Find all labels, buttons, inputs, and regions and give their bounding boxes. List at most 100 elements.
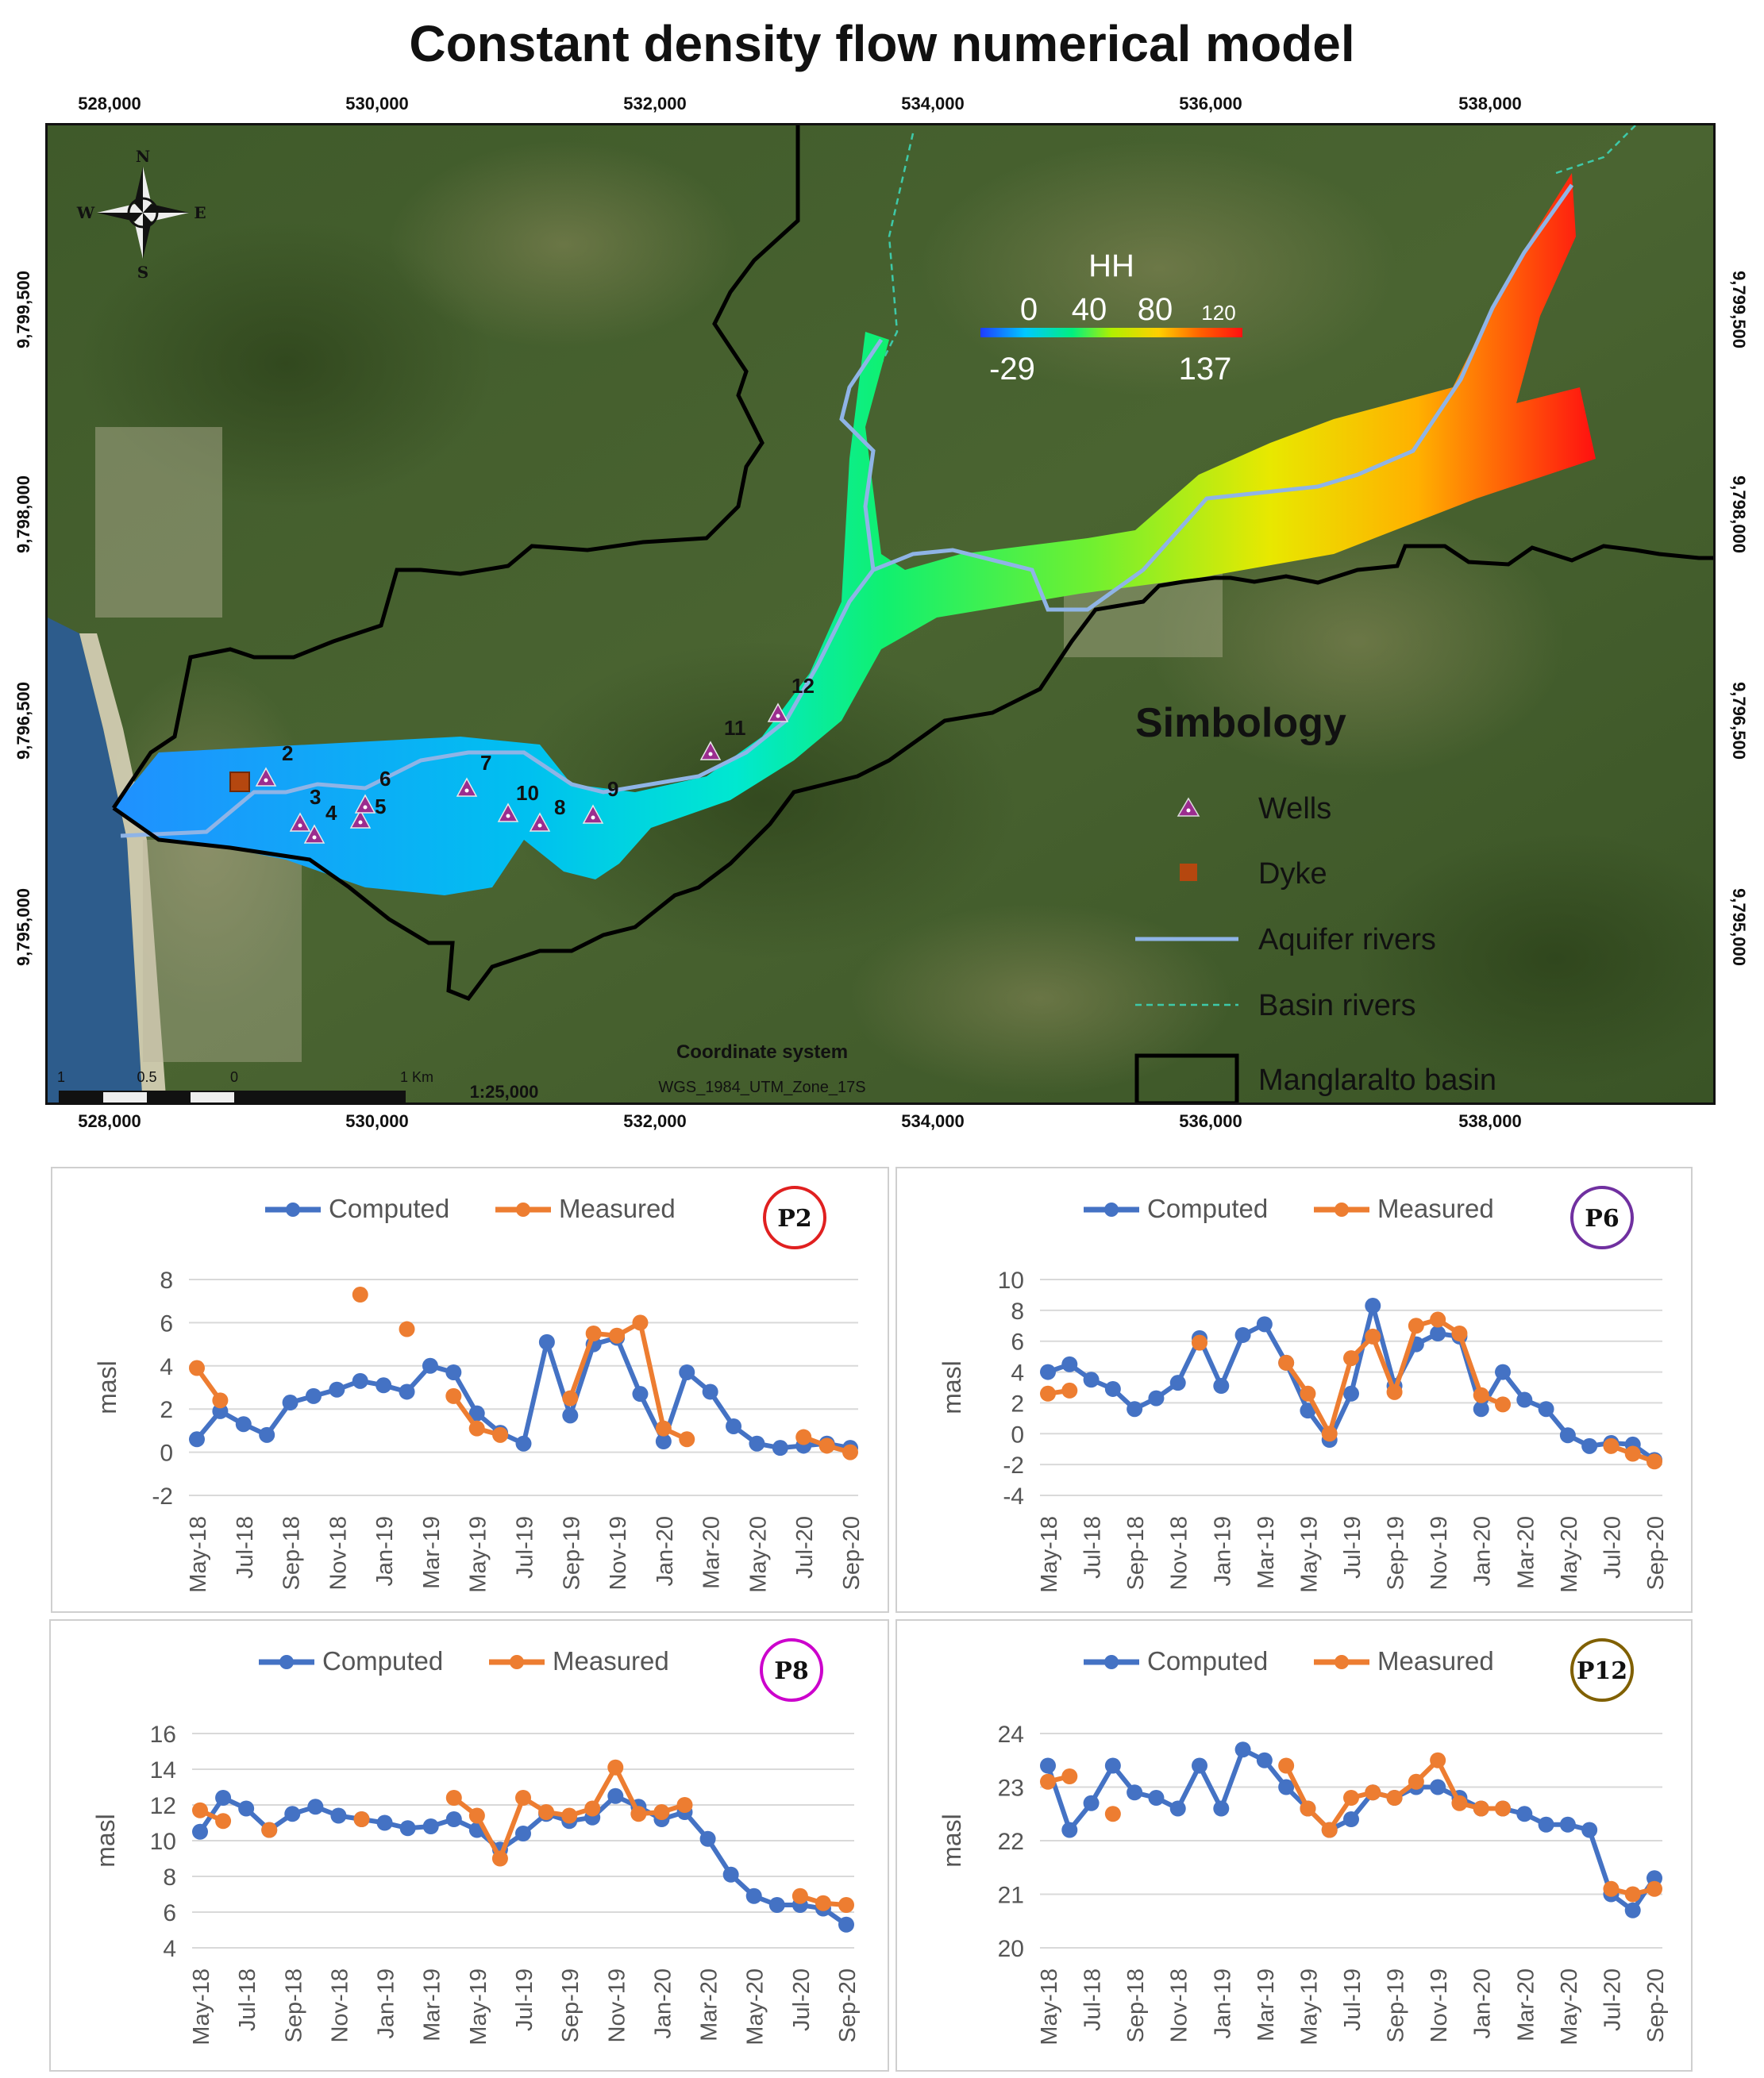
data-point-measured <box>584 1800 601 1817</box>
legend-label-computed: Computed <box>1147 1646 1268 1676</box>
map-y-tick-right: 9,798,000 <box>1729 475 1749 553</box>
well-triangle-icon <box>289 812 311 832</box>
data-point-computed <box>399 1383 415 1400</box>
y-axis-label: masl <box>938 1360 966 1414</box>
map-x-tick-top: 530,000 <box>345 94 409 114</box>
data-point-measured <box>445 1387 462 1404</box>
chart-panel-p12: Computed Measured P12 20 21 22 23 24 masl May-18 J… <box>895 1619 1693 2072</box>
series-computed <box>1040 1741 1662 1918</box>
well-label: 6 <box>379 767 391 791</box>
x-tick-label: Sep-20 <box>839 1516 865 1591</box>
data-point-computed <box>562 1407 579 1424</box>
data-point-computed <box>307 1799 324 1815</box>
data-point-measured <box>445 1790 462 1806</box>
well-label: 2 <box>282 741 293 765</box>
map-x-tick-top: 534,000 <box>901 94 965 114</box>
map-y-tick-left: 9,796,500 <box>13 682 33 760</box>
data-point-measured <box>1040 1385 1056 1402</box>
data-point-computed <box>655 1433 672 1449</box>
x-tick-label: Nov-19 <box>1427 1968 1452 2043</box>
data-point-computed <box>1365 1298 1381 1314</box>
data-point-computed <box>607 1787 624 1804</box>
data-point-computed <box>259 1426 275 1443</box>
data-point-measured <box>1451 1326 1468 1341</box>
map-x-tick-bottom: 528,000 <box>78 1111 141 1131</box>
data-point-measured <box>353 1811 370 1827</box>
data-point-computed <box>838 1916 854 1933</box>
y-tick-label: 12 <box>150 1793 176 1819</box>
data-point-computed <box>1343 1811 1359 1827</box>
data-point-measured <box>1624 1445 1641 1462</box>
well-marker: 4 <box>303 801 337 844</box>
x-tick-label: Mar-19 <box>419 1516 445 1589</box>
map-x-tick-bottom: 530,000 <box>345 1111 409 1131</box>
data-point-computed <box>1213 1800 1230 1817</box>
y-tick-label: 0 <box>1011 1422 1024 1448</box>
x-tick-label: Sep-20 <box>1643 1968 1669 2043</box>
data-point-measured <box>1365 1328 1381 1345</box>
data-point-measured <box>1495 1396 1511 1413</box>
y-tick-label: 8 <box>1011 1299 1024 1325</box>
data-point-computed <box>1430 1326 1446 1341</box>
y-tick-label: 4 <box>1011 1360 1024 1387</box>
legend-well-icon <box>1177 797 1200 817</box>
y-tick-label: 22 <box>998 1829 1024 1855</box>
well-label: 7 <box>480 751 491 775</box>
legend-marker-computed <box>286 1203 300 1217</box>
x-tick-label: Mar-19 <box>1254 1968 1279 2041</box>
y-tick-label: 2 <box>160 1397 173 1423</box>
data-point-computed <box>1430 1779 1446 1795</box>
data-point-measured <box>842 1444 858 1460</box>
legend-dyke-icon <box>1180 864 1197 881</box>
north-arrow-icon: N S E W <box>76 147 206 282</box>
data-point-measured <box>492 1426 509 1443</box>
data-point-measured <box>676 1797 693 1813</box>
y-tick-label: 6 <box>160 1310 173 1337</box>
x-tick-label: May-19 <box>466 1516 491 1593</box>
series-measured <box>192 1759 854 1913</box>
data-point-measured <box>655 1420 672 1437</box>
legend-dyke-label: Dyke <box>1258 857 1327 891</box>
data-point-computed <box>679 1364 695 1380</box>
data-point-measured <box>609 1327 626 1344</box>
well-triangle-icon <box>699 741 722 760</box>
data-point-computed <box>1581 1822 1598 1838</box>
x-tick-label: Nov-19 <box>1427 1516 1452 1591</box>
x-tick-label: Jan-19 <box>1210 1968 1235 2039</box>
well-marker: 10 <box>497 781 539 822</box>
chart-badge-circle <box>760 1638 823 1702</box>
data-point-computed <box>235 1416 252 1433</box>
data-point-computed <box>1148 1790 1165 1806</box>
well-triangle-icon <box>456 777 478 797</box>
y-tick-label: 20 <box>998 1936 1024 1962</box>
beach <box>79 633 167 1102</box>
data-point-measured <box>1343 1790 1359 1806</box>
x-tick-label: Jul-19 <box>512 1968 537 2031</box>
well-triangle-icon <box>354 794 376 814</box>
data-point-measured <box>1451 1795 1468 1811</box>
legend-basin-rivers-label: Basin rivers <box>1258 989 1416 1022</box>
y-tick-label: 8 <box>163 1864 176 1891</box>
y-tick-label: 8 <box>160 1268 173 1294</box>
data-point-computed <box>1213 1378 1230 1395</box>
data-point-measured <box>791 1888 808 1904</box>
well-label: 12 <box>791 674 815 698</box>
data-point-computed <box>1559 1427 1576 1444</box>
data-point-measured <box>653 1804 670 1820</box>
chart-p8: Computed Measured P8 4 6 8 10 12 14 16 masl May-18 J… <box>91 1638 861 2045</box>
legend-marker-computed <box>279 1655 294 1669</box>
x-tick-label: Sep-19 <box>558 1968 584 2043</box>
well-marker: 3 <box>289 785 321 832</box>
data-point-computed <box>189 1431 205 1448</box>
legend-aquifer-rivers-label: Aquifer rivers <box>1258 923 1436 956</box>
well-marker: 8 <box>529 795 565 832</box>
data-point-computed <box>702 1383 718 1400</box>
coordinate-system-name: WGS_1984_UTM_Zone_17S <box>658 1079 865 1096</box>
map-x-tick-top: 536,000 <box>1179 94 1242 114</box>
data-point-computed <box>1559 1816 1576 1833</box>
x-tick-label: Jan-20 <box>1470 1516 1496 1587</box>
chart-badge-circle <box>1570 1638 1634 1702</box>
legend-label-measured: Measured <box>553 1646 669 1676</box>
x-tick-label: Jul-20 <box>1600 1968 1625 2031</box>
x-tick-label: Sep-18 <box>1123 1516 1149 1591</box>
